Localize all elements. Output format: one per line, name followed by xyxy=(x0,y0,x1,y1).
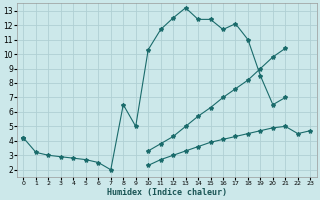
X-axis label: Humidex (Indice chaleur): Humidex (Indice chaleur) xyxy=(107,188,227,197)
